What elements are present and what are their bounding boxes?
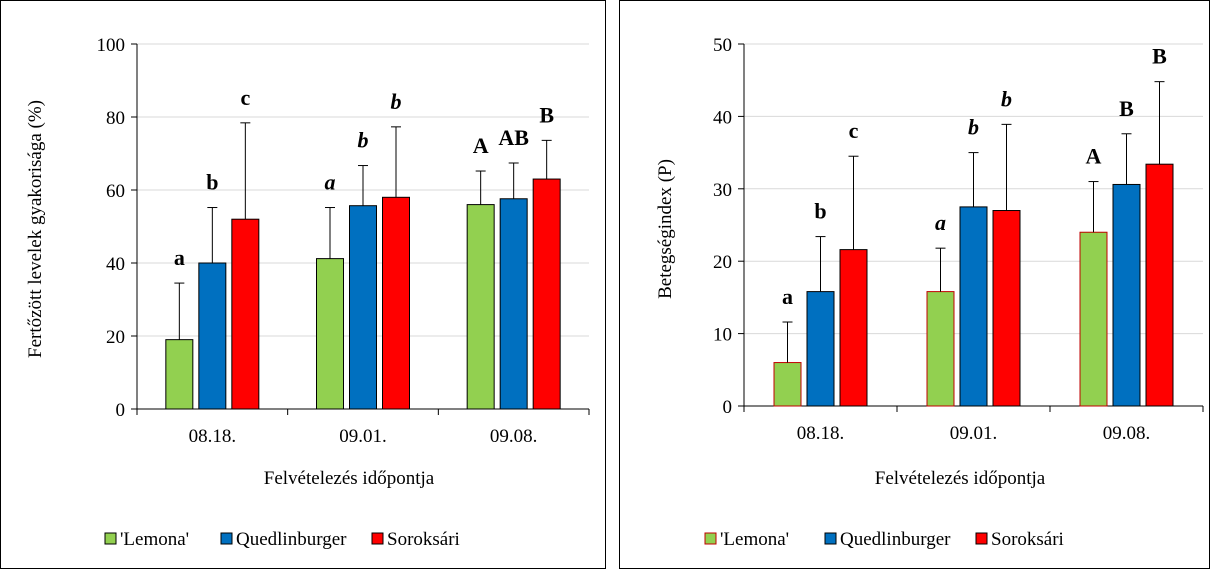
x-tick-label: 08.18. <box>797 423 845 444</box>
legend-label: Quedlinburger <box>236 529 347 550</box>
y-tick-label: 0 <box>116 400 126 421</box>
legend-label: Soroksári <box>991 529 1064 550</box>
y-tick-label: 0 <box>723 397 733 418</box>
significance-label: a <box>935 210 946 235</box>
legend-swatch <box>704 532 717 545</box>
bar <box>165 339 194 410</box>
right-chart-panel: Betegségindex (P) Felvételezés időpontja… <box>619 0 1210 569</box>
significance-label: B <box>1119 96 1134 121</box>
bar <box>773 362 802 407</box>
y-axis-title: Fertőzött levelek gyakorisága (%) <box>25 100 46 358</box>
left-chart-panel: Fertőzött levelek gyakorisága (%) Felvét… <box>0 0 606 569</box>
x-tick-label: 08.18. <box>189 426 237 447</box>
significance-label: b <box>814 199 826 224</box>
legend-swatch <box>824 532 837 545</box>
bar <box>992 210 1021 407</box>
significance-label: b <box>1001 86 1012 111</box>
significance-label: A <box>1086 144 1102 169</box>
infection-frequency-chart: Fertőzött levelek gyakorisága (%) Felvét… <box>25 35 590 550</box>
bar <box>839 249 868 407</box>
significance-label: B <box>1152 44 1167 69</box>
bar <box>1112 183 1141 407</box>
y-axis-title: Betegségindex (P) <box>655 159 676 299</box>
significance-label: b <box>391 89 402 114</box>
y-tick-label: 10 <box>713 325 732 346</box>
bar <box>1145 163 1174 407</box>
y-tick-label: 50 <box>713 35 732 56</box>
y-tick-label: 30 <box>713 180 732 201</box>
y-tick-label: 40 <box>713 107 732 128</box>
significance-label: a <box>174 245 185 270</box>
bar <box>926 291 955 407</box>
bar <box>959 206 988 407</box>
bar <box>349 205 377 410</box>
legend-swatch <box>104 532 117 545</box>
legend-label: 'Lemona' <box>720 529 789 550</box>
legend-swatch <box>371 532 384 545</box>
legend-label: Soroksári <box>387 529 460 550</box>
bar <box>806 291 835 407</box>
bar <box>1079 231 1108 407</box>
y-tick-label: 100 <box>97 35 126 56</box>
y-tick-label: 20 <box>713 252 732 273</box>
disease-index-chart: Betegségindex (P) Felvételezés időpontja… <box>655 35 1204 550</box>
legend-label: Quedlinburger <box>840 529 951 550</box>
y-tick-label: 20 <box>106 327 125 348</box>
x-axis-title: Felvételezés időpontja <box>264 468 435 489</box>
significance-label: A <box>473 133 489 158</box>
bar <box>382 196 410 410</box>
legend-label: 'Lemona' <box>120 529 189 550</box>
legend-swatch <box>975 532 988 545</box>
y-tick-label: 60 <box>106 181 125 202</box>
x-tick-label: 09.01. <box>950 423 998 444</box>
bar <box>198 262 227 410</box>
significance-label: a <box>782 284 793 309</box>
bar <box>532 178 561 410</box>
significance-label: b <box>358 128 369 153</box>
bar <box>499 198 528 410</box>
significance-label: b <box>206 170 218 195</box>
significance-label: c <box>849 118 859 143</box>
x-tick-label: 09.08. <box>490 426 538 447</box>
bar <box>231 218 260 410</box>
y-tick-label: 80 <box>106 108 125 129</box>
y-tick-label: 40 <box>106 254 125 275</box>
legend-swatch <box>220 532 233 545</box>
significance-label: B <box>539 102 554 127</box>
significance-label: a <box>325 170 336 195</box>
significance-label: c <box>240 85 250 110</box>
significance-label: AB <box>498 125 529 150</box>
bar <box>316 258 344 410</box>
x-tick-label: 09.08. <box>1103 423 1151 444</box>
bar <box>466 204 495 410</box>
significance-label: b <box>968 115 979 140</box>
x-axis-title: Felvételezés időpontja <box>875 468 1046 489</box>
x-tick-label: 09.01. <box>339 426 387 447</box>
